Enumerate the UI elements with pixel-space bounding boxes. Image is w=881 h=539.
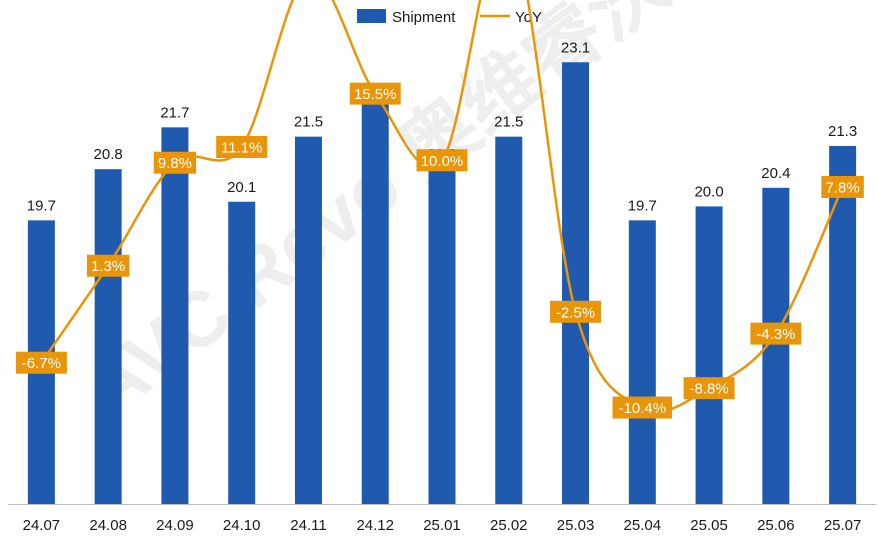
yoy-label-box [612, 396, 673, 419]
x-tick-label: 24.08 [89, 517, 127, 534]
bar-value-label: 20.1 [227, 179, 256, 196]
bar-shipment [294, 136, 322, 504]
yoy-label-box [416, 149, 468, 172]
x-tick-label: 24.10 [223, 517, 261, 534]
bar-value-label: 20.0 [694, 183, 723, 200]
yoy-value-label: 15.5% [354, 86, 397, 103]
bar-value-label: 19.7 [27, 197, 56, 214]
yoy-value-label: -6.7% [22, 355, 61, 372]
legend-label-shipment: Shipment [392, 9, 456, 26]
x-tick-label: 25.02 [490, 517, 528, 534]
bars-group: 19.720.821.720.121.522.220.821.523.119.7… [27, 39, 857, 505]
yoy-label-box [15, 351, 67, 374]
yoy-line-group: -6.7%1.3%9.8%11.1%25.2%15.5%10.0%29.3%-2… [15, 0, 864, 419]
yoy-label-box [821, 175, 864, 198]
bar-shipment [562, 62, 590, 504]
bar-value-label: 20.8 [94, 146, 123, 163]
x-tick-label: 24.07 [23, 517, 61, 534]
x-tick-label: 25.04 [624, 517, 662, 534]
bar-shipment [628, 220, 656, 504]
bar-shipment [829, 145, 857, 504]
bar-shipment [94, 169, 122, 504]
legend-label-yoy: YoY [515, 9, 542, 26]
yoy-value-label: 10.0% [421, 153, 464, 170]
yoy-label-box [550, 300, 602, 323]
x-tick-label: 24.11 [290, 517, 326, 534]
yoy-value-label: -10.4% [619, 400, 667, 417]
yoy-value-label: 9.8% [158, 155, 192, 172]
bar-value-label: 21.5 [494, 114, 523, 131]
x-tick-label: 24.12 [356, 517, 394, 534]
x-tick-label: 25.07 [824, 517, 862, 534]
yoy-label-box [750, 322, 802, 345]
yoy-value-label: -8.8% [689, 381, 728, 398]
yoy-label-box [683, 377, 735, 400]
bar-shipment [695, 206, 723, 504]
yoy-label-box [86, 254, 130, 277]
bar-shipment [161, 127, 189, 504]
yoy-label-box [216, 135, 268, 158]
x-tick-label: 24.09 [156, 517, 194, 534]
x-tick-label: 25.05 [690, 517, 728, 534]
bar-value-label: 21.3 [828, 123, 857, 140]
x-tick-label: 25.01 [423, 517, 461, 534]
x-tick-label: 25.06 [757, 517, 795, 534]
bar-shipment [361, 104, 389, 504]
yoy-value-label: 7.8% [826, 179, 860, 196]
bar-shipment [428, 169, 456, 504]
yoy-value-label: 1.3% [91, 258, 125, 275]
yoy-value-label: 11.1% [221, 139, 262, 156]
x-axis: 24.07 24.08 24.09 24.10 24.11 24.12 25.01 25.02… [8, 504, 876, 534]
bar-value-label: 19.7 [628, 197, 657, 214]
yoy-value-label: -2.5% [556, 304, 595, 321]
bar-value-label: 21.5 [294, 114, 323, 131]
bar-shipment [495, 136, 523, 504]
bar-value-label: 21.7 [160, 104, 189, 121]
bar-value-label: 23.1 [561, 39, 590, 56]
legend: Shipment YoY [357, 9, 542, 26]
yoy-value-label: -4.3% [756, 326, 795, 343]
bar-value-label: 20.4 [761, 165, 790, 182]
yoy-label-box [349, 82, 401, 105]
legend-swatch-shipment [357, 9, 386, 23]
yoy-label-box [153, 151, 197, 174]
x-tick-label: 25.03 [557, 517, 595, 534]
bar-shipment [228, 201, 256, 504]
